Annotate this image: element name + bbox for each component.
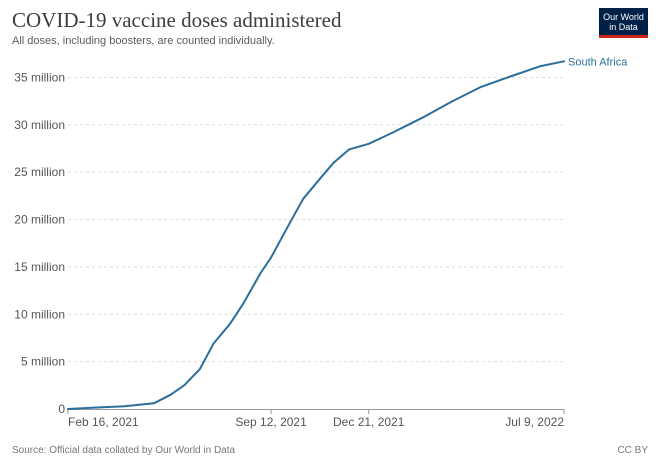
data-point[interactable] (563, 60, 565, 63)
data-point[interactable] (480, 86, 482, 88)
x-tick-label: Sep 12, 2021 (235, 415, 307, 429)
x-axis: Feb 16, 2021 Sep 12, 2021 Dec 21, 2021 Jul … (67, 409, 565, 429)
license-link[interactable]: CC BY (617, 445, 648, 456)
series-label[interactable]: South Africa (568, 56, 628, 68)
data-point[interactable] (229, 322, 231, 325)
data-point[interactable] (348, 148, 351, 151)
logo-line-1: Our World (603, 12, 644, 22)
owid-logo[interactable]: Our World in Data (599, 8, 648, 38)
source-note[interactable]: Source: Official data collated by Our Wo… (12, 445, 236, 456)
data-point[interactable] (67, 408, 69, 410)
x-tick-label: Feb 16, 2021 (68, 415, 139, 429)
y-tick-label: 15 million (14, 260, 65, 274)
x-tick-label: Jul 9, 2022 (505, 415, 564, 429)
x-tick-label: Dec 21, 2021 (333, 415, 405, 429)
data-point[interactable] (392, 131, 395, 134)
gridlines (68, 76, 564, 363)
y-tick-label: 10 million (14, 307, 65, 321)
data-point[interactable] (169, 393, 172, 396)
data-point[interactable] (123, 405, 126, 408)
data-point[interactable] (259, 272, 262, 275)
data-point[interactable] (422, 116, 425, 119)
series-line-south-africa[interactable] (67, 60, 565, 410)
data-point[interactable] (319, 177, 321, 180)
data-point[interactable] (198, 368, 201, 371)
y-tick-label: 30 million (14, 118, 65, 132)
data-point[interactable] (332, 161, 335, 164)
logo-line-2: in Data (609, 22, 638, 32)
data-point[interactable] (302, 197, 305, 200)
data-point[interactable] (449, 101, 452, 103)
data-point[interactable] (183, 384, 186, 387)
data-point[interactable] (242, 302, 245, 304)
y-tick-label: 20 million (14, 213, 65, 227)
data-point[interactable] (367, 142, 370, 145)
data-point[interactable] (539, 65, 542, 67)
y-axis: 0 5 million 10 million 15 million 20 million… (14, 70, 65, 416)
data-point[interactable] (270, 256, 272, 259)
data-point[interactable] (288, 222, 291, 225)
data-point[interactable] (212, 342, 215, 345)
y-tick-label: 35 million (14, 70, 65, 84)
y-tick-label: 25 million (14, 165, 65, 179)
data-point[interactable] (509, 75, 512, 78)
data-point[interactable] (153, 402, 155, 405)
series-layer: South Africa (67, 56, 628, 410)
data-point[interactable] (93, 406, 96, 409)
y-tick-label: 5 million (21, 355, 65, 369)
y-tick-label: 0 (58, 402, 65, 416)
chart-title: COVID-19 vaccine doses administered (12, 8, 342, 32)
chart-subtitle: All doses, including boosters, are count… (12, 35, 275, 47)
